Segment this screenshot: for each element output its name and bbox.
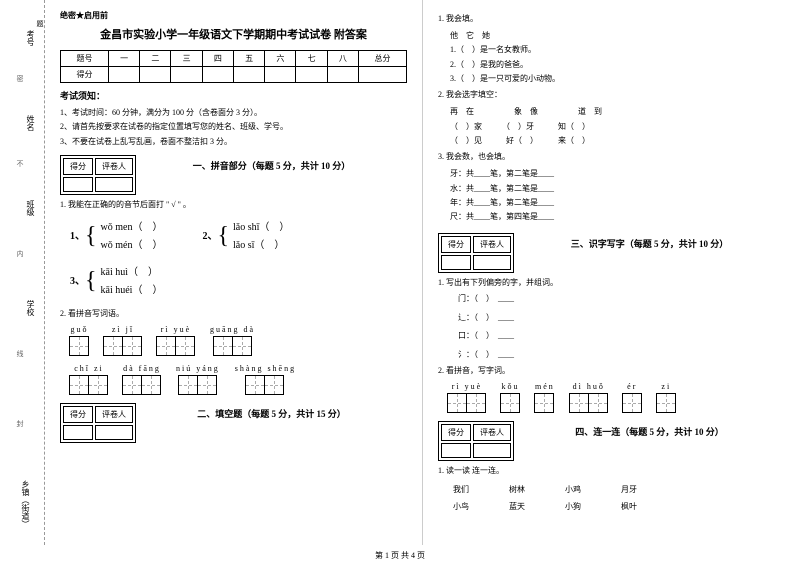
bind-label: 乡镇（街道） bbox=[20, 480, 31, 528]
s4q1-title: 1. 读一读 连一连。 bbox=[438, 465, 785, 478]
f2-title: 2. 我会选字填空： bbox=[438, 89, 785, 102]
score-table: 题号一二三四五六七八总分 得分 bbox=[60, 50, 407, 83]
f3-title: 3. 我会数，也会填。 bbox=[438, 151, 785, 164]
rules-list: 1、考试时间：60 分钟，满分为 100 分（含卷面分 3 分）。2、请首先按要… bbox=[60, 106, 407, 149]
section-4-title: 四、连一连（每题 5 分，共计 10 分） bbox=[514, 425, 785, 438]
bind-sep: 线 bbox=[15, 350, 25, 357]
right-column: 1. 我会填。 他 它 她 1.（ ）是一名女教师。2.（ ）是我的爸爸。3.（… bbox=[423, 0, 800, 545]
section-1-title: 一、拼音部分（每题 5 分，共计 10 分） bbox=[136, 159, 407, 172]
tian-row: rì yuèkǒuméndì huǒérzi bbox=[448, 382, 785, 413]
bind-label: 班级 bbox=[25, 200, 36, 216]
tian-row: chǐ zidà fāngniú yángshàng shēng bbox=[70, 364, 407, 395]
f1-chars: 他 它 她 bbox=[450, 29, 785, 43]
f2-header: 再 在 象 像 道 到 bbox=[450, 105, 785, 119]
page-footer: 第 1 页 共 4 页 bbox=[0, 550, 800, 561]
pinyin-block: 1、{wǒ men（ ）wǒ mén（ ） 3、{kāi huì（ ）kāi h… bbox=[60, 215, 407, 305]
score-box: 得分评卷人 bbox=[438, 233, 514, 273]
s3q1-title: 1. 写出有下列偏旁的字，并组词。 bbox=[438, 277, 785, 290]
notice-title: 考试须知： bbox=[60, 89, 407, 102]
q2-title: 2. 看拼音写词语。 bbox=[60, 308, 407, 321]
bind-sep: 内 bbox=[15, 250, 25, 257]
score-box: 得分评卷人 bbox=[60, 155, 136, 195]
bind-sep: 密 bbox=[15, 75, 25, 82]
bind-hint: 题 bbox=[35, 20, 45, 27]
bind-label: 考号 bbox=[25, 30, 36, 46]
exam-title: 金昌市实验小学一年级语文下学期期中考试试卷 附答案 bbox=[60, 26, 407, 42]
bind-label: 学校 bbox=[25, 300, 36, 316]
score-row-label: 得分 bbox=[61, 67, 109, 83]
left-column: 绝密★启用前 金昌市实验小学一年级语文下学期期中考试试卷 附答案 题号一二三四五… bbox=[45, 0, 423, 545]
bind-sep: 封 bbox=[15, 420, 25, 427]
q1-title: 1. 我能在正确的的音节后面打 " √ " 。 bbox=[60, 199, 407, 212]
binding-margin: 考号 密 姓名 不 班级 内 学校 线 封 乡镇（街道） 题 bbox=[0, 0, 45, 545]
section-3-title: 三、识字写字（每题 5 分，共计 10 分） bbox=[514, 237, 785, 250]
bind-label: 姓名 bbox=[25, 115, 36, 131]
secret-label: 绝密★启用前 bbox=[60, 10, 407, 21]
score-box: 得分评卷人 bbox=[438, 421, 514, 461]
f1-title: 1. 我会填。 bbox=[438, 13, 785, 26]
connect-row: 小鸟蓝天小狗枫叶 bbox=[453, 501, 785, 512]
bind-sep: 不 bbox=[15, 160, 25, 167]
connect-row: 我们树林小鸡月牙 bbox=[453, 484, 785, 495]
tian-row: guǒzì jǐrì yuèguāng dà bbox=[70, 325, 407, 356]
s3q2-title: 2. 看拼音，写字词。 bbox=[438, 365, 785, 378]
score-box: 得分评卷人 bbox=[60, 403, 136, 443]
section-2-title: 二、填空题（每题 5 分，共计 15 分） bbox=[136, 407, 407, 420]
